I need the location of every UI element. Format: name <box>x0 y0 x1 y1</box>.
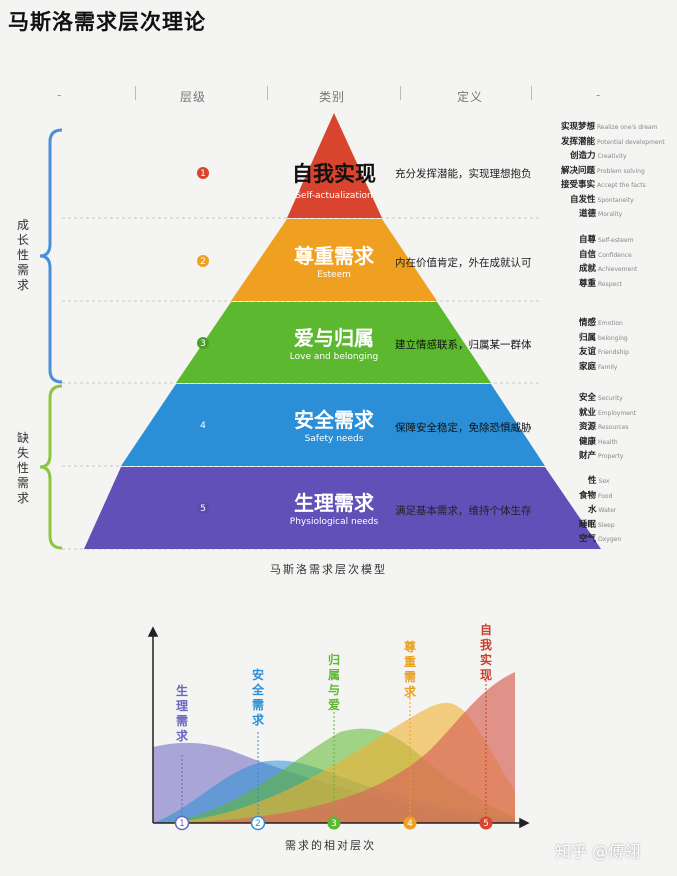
label-guides <box>181 680 487 823</box>
layer-1-subtitle: Self-actualization <box>295 191 373 201</box>
layer-4-subtitle: Safety needs <box>304 434 364 444</box>
wave-areas <box>153 672 515 823</box>
header-dash-left: - <box>57 88 62 102</box>
x-markers: 1 2 3 4 5 <box>174 815 493 831</box>
level-num-3: 3 <box>200 339 206 349</box>
layer-2-definition: 内在价值肯定，外在成就认可 <box>395 257 532 269</box>
wave-label-self: 自我实现 <box>479 623 492 682</box>
wave-label-physiological: 生理需求 <box>175 684 188 743</box>
trait-row: 自发性 Spontaneity <box>570 194 634 205</box>
deficiency-needs-label: 缺失性需求 <box>16 431 29 505</box>
trait-row: 性 Sex <box>588 476 610 486</box>
layer-4-definition: 保障安全稳定，免除恐惧威胁 <box>395 422 532 434</box>
trait-row: 水 Water <box>588 505 617 515</box>
layer-3-subtitle: Love and belonging <box>289 352 379 362</box>
layer-esteem <box>231 219 437 301</box>
growth-brace <box>39 128 63 384</box>
trait-row: 创造力 Creativity <box>570 151 627 161</box>
layer-5-definition: 满足基本需求，维持个体生存 <box>395 505 532 517</box>
traits-self-actualization: 实现梦想 Realize one's dream 发挥潜能 Potential de… <box>561 120 665 222</box>
trait-row: 尊重 Respect <box>579 278 622 289</box>
level-num-1: 1 <box>200 169 206 179</box>
watermark: 知乎 @傅翎 <box>555 842 641 861</box>
layer-physiological <box>84 467 601 549</box>
trait-row: 归属 belonging <box>579 332 628 343</box>
pyramid-diagram: 1 2 3 4 5 <box>39 113 601 550</box>
marker-2: 2 <box>255 819 261 829</box>
trait-row: 家庭 Family <box>579 361 618 372</box>
wave-label-esteem: 尊重需求 <box>403 640 416 699</box>
header-definition: 定义 <box>457 90 484 104</box>
layer-5-title: 生理需求 <box>294 491 374 515</box>
header-level: 层级 <box>180 90 207 104</box>
trait-row: 发挥潜能 Potential development <box>561 136 665 147</box>
trait-row: 接受事实 Accept the facts <box>561 180 646 190</box>
growth-needs-label: 成长性需求 <box>16 218 29 292</box>
level-num-4: 4 <box>200 421 206 431</box>
layer-2-subtitle: Esteem <box>317 270 351 280</box>
pyramid-caption: 马斯洛需求层次模型 <box>270 563 387 576</box>
x-axis-caption: 需求的相对层次 <box>285 839 376 852</box>
trait-row: 自尊 Self-esteem <box>579 235 634 245</box>
trait-row: 财产 Property <box>579 451 624 461</box>
traits-esteem: 自尊 Self-esteem 自信 Confidence 成就 Achievement… <box>579 233 637 291</box>
trait-row: 安全 Security <box>579 393 623 403</box>
layer-self-actualization <box>287 113 382 218</box>
level-markers: 1 2 3 4 5 <box>197 167 209 514</box>
trait-row: 道德 Morality <box>579 209 623 219</box>
marker-5: 5 <box>483 819 489 829</box>
layer-3-title: 爱与归属 <box>294 326 374 350</box>
traits-safety: 安全 Security 就业 Employment 资源 Resources 健康 He… <box>579 391 636 464</box>
trait-row: 解决问题 Problem solving <box>561 165 645 176</box>
layer-safety <box>121 384 545 466</box>
trait-row: 食物 Food <box>579 490 613 501</box>
header-separator <box>400 86 401 100</box>
trait-row: 自信 Confidence <box>579 249 632 260</box>
level-num-5: 5 <box>200 504 206 514</box>
layer-love <box>176 302 491 383</box>
traits-physiological: 性 Sex 食物 Food 水 Water 睡眠 Sleep 空气 Oxygen <box>579 474 621 547</box>
layer-2-title: 尊重需求 <box>294 244 374 268</box>
trait-row: 睡眠 Sleep <box>579 519 615 530</box>
header-separator <box>531 86 532 100</box>
header-separator <box>267 86 268 100</box>
trait-row: 健康 Health <box>579 436 618 447</box>
trait-row: 就业 Employment <box>579 407 637 418</box>
wave-self <box>153 672 515 823</box>
page-title: 马斯洛需求层次理论 <box>8 9 206 34</box>
trait-row: 情感 Emotion <box>579 318 623 328</box>
header-dash-right: - <box>596 88 601 102</box>
header-category: 类别 <box>319 90 346 104</box>
trait-row: 资源 Resources <box>579 422 629 432</box>
header-separator <box>135 86 136 100</box>
trait-row: 实现梦想 Realize one's dream <box>561 122 658 132</box>
wave-label-love: 归属与爱 <box>327 653 340 712</box>
layer-4-title: 安全需求 <box>294 408 374 432</box>
trait-row: 友谊 Friendship <box>579 347 629 357</box>
wave-label-safety: 安全需求 <box>251 668 264 727</box>
marker-3: 3 <box>331 819 337 829</box>
marker-4: 4 <box>407 819 413 829</box>
layer-1-definition: 充分发挥潜能，实现理想抱负 <box>395 168 532 180</box>
layer-1-title: 自我实现 <box>292 162 376 186</box>
needs-wave-chart: 1 2 3 4 5 <box>147 626 530 831</box>
level-num-2: 2 <box>200 257 206 267</box>
deficiency-brace <box>39 384 63 550</box>
marker-1: 1 <box>179 819 185 829</box>
traits-love: 情感 Emotion 归属 belonging 友谊 Friendship 家庭 Fam… <box>579 316 629 374</box>
layer-5-subtitle: Physiological needs <box>289 517 379 527</box>
trait-row: 空气 Oxygen <box>579 534 622 544</box>
layer-3-definition: 建立情感联系，归属某一群体 <box>395 339 532 351</box>
trait-row: 成就 Achievement <box>579 264 638 274</box>
